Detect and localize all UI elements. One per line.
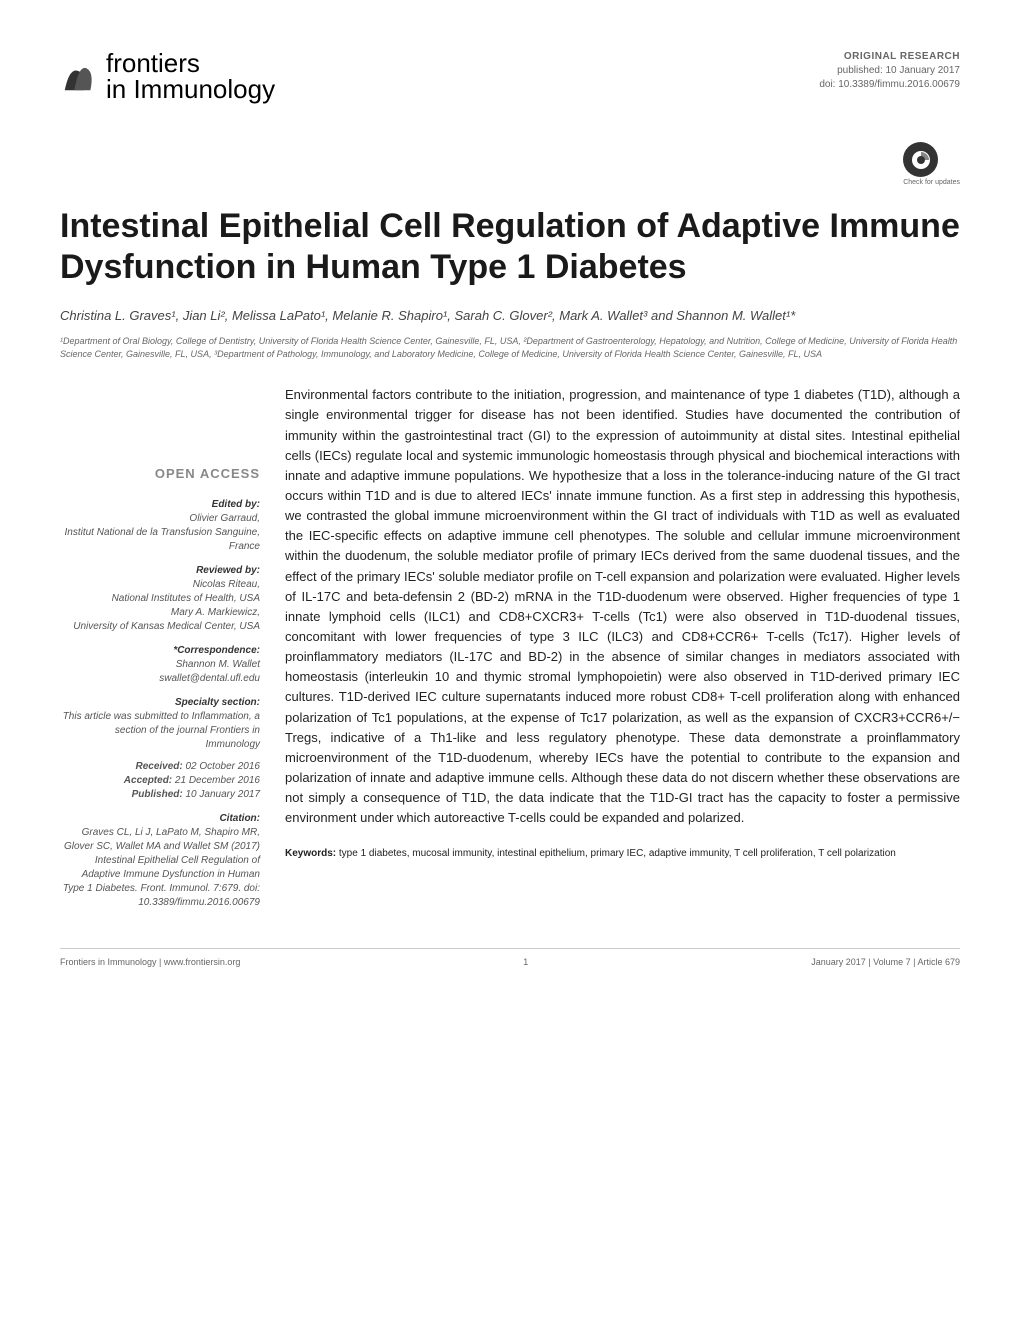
published-date: published: 10 January 2017 [819, 64, 960, 78]
article-title: Intestinal Epithelial Cell Regulation of… [60, 206, 960, 288]
check-updates-label: Check for updates [903, 179, 960, 186]
article-type: ORIGINAL RESEARCH [819, 50, 960, 64]
specialty-label: Specialty section: [60, 696, 260, 710]
footer-left[interactable]: Frontiers in Immunology | www.frontiersi… [60, 957, 240, 967]
author-list: Christina L. Graves¹, Jian Li², Melissa … [60, 306, 960, 326]
crossmark-icon [903, 142, 938, 177]
received-value: 02 October 2016 [183, 761, 260, 772]
editor-affiliation: Institut National de la Transfusion Sang… [60, 526, 260, 554]
footer-right: January 2017 | Volume 7 | Article 679 [811, 957, 960, 967]
frontiers-logo-icon [60, 57, 98, 95]
journal-name-sub: in Immunology [106, 76, 275, 102]
correspondence-label: *Correspondence: [60, 644, 260, 658]
citation-text: Graves CL, Li J, LaPato M, Shapiro MR, G… [60, 826, 260, 910]
keywords-text: type 1 diabetes, mucosal immunity, intes… [339, 848, 896, 859]
doi-link[interactable]: doi: 10.3389/fimmu.2016.00679 [819, 78, 960, 92]
accepted-value: 21 December 2016 [172, 775, 260, 786]
journal-logo: frontiers in Immunology [60, 50, 275, 102]
editor-name: Olivier Garraud, [60, 512, 260, 526]
check-updates-badge[interactable]: Check for updates [60, 142, 960, 186]
correspondence-name: Shannon M. Wallet [60, 658, 260, 672]
citation-label: Citation: [60, 812, 260, 826]
open-access-label: OPEN ACCESS [60, 465, 260, 483]
specialty-text: This article was submitted to Inflammati… [60, 710, 260, 752]
keywords-block: Keywords: type 1 diabetes, mucosal immun… [285, 846, 960, 862]
reviewer2-name: Mary A. Markiewicz, [60, 606, 260, 620]
page-header: frontiers in Immunology ORIGINAL RESEARC… [60, 50, 960, 102]
citation-block: Citation: Graves CL, Li J, LaPato M, Sha… [60, 812, 260, 910]
journal-name-block: frontiers in Immunology [106, 50, 275, 102]
main-content-row: OPEN ACCESS Edited by: Olivier Garraud, … [60, 385, 960, 918]
correspondence-email[interactable]: swallet@dental.ufl.edu [60, 672, 260, 686]
specialty-block: Specialty section: This article was subm… [60, 696, 260, 752]
edited-by-label: Edited by: [60, 498, 260, 512]
dates-block: Received: 02 October 2016 Accepted: 21 D… [60, 760, 260, 802]
correspondence-block: *Correspondence: Shannon M. Wallet swall… [60, 644, 260, 686]
edited-by-block: Edited by: Olivier Garraud, Institut Nat… [60, 498, 260, 554]
reviewed-by-block: Reviewed by: Nicolas Riteau, National In… [60, 564, 260, 634]
page-container: frontiers in Immunology ORIGINAL RESEARC… [0, 0, 1020, 997]
affiliations: ¹Department of Oral Biology, College of … [60, 335, 960, 360]
journal-name-top: frontiers [106, 50, 275, 76]
abstract-text: Environmental factors contribute to the … [285, 385, 960, 828]
received-label: Received: [135, 761, 182, 772]
reviewed-by-label: Reviewed by: [60, 564, 260, 578]
sidebar-metadata: OPEN ACCESS Edited by: Olivier Garraud, … [60, 385, 260, 918]
page-footer: Frontiers in Immunology | www.frontiersi… [60, 948, 960, 967]
header-metadata: ORIGINAL RESEARCH published: 10 January … [819, 50, 960, 92]
accepted-label: Accepted: [124, 775, 172, 786]
footer-page-number: 1 [523, 957, 528, 967]
reviewer2-affiliation: University of Kansas Medical Center, USA [60, 620, 260, 634]
published-value: 10 January 2017 [183, 789, 260, 800]
keywords-label: Keywords: [285, 848, 339, 859]
reviewer1-affiliation: National Institutes of Health, USA [60, 592, 260, 606]
reviewer1-name: Nicolas Riteau, [60, 578, 260, 592]
published-label: Published: [132, 789, 183, 800]
abstract-column: Environmental factors contribute to the … [285, 385, 960, 918]
